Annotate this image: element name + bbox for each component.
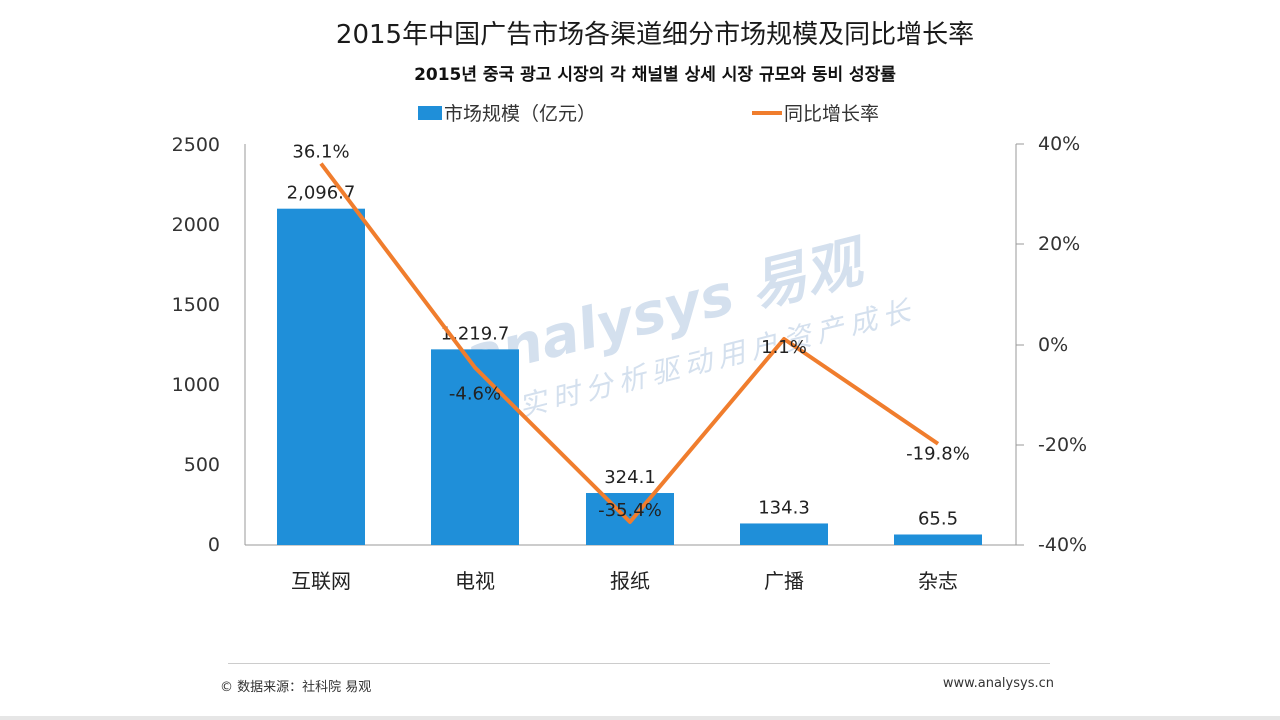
growth-line-series (319, 162, 940, 524)
bar (740, 523, 828, 545)
left-tick-label: 1000 (172, 374, 220, 396)
footer-source: © 数据来源：社科院 易观 (220, 680, 372, 695)
line-value-label: -4.6% (449, 384, 501, 405)
bar (277, 208, 365, 545)
left-axis: 0 500 1000 1500 2000 2500 (172, 134, 220, 556)
footer-divider (228, 663, 1050, 664)
legend-bar-swatch (418, 106, 442, 120)
chart-title: 2015年中国广告市场各渠道细分市场规模及同比增长率 (335, 20, 975, 50)
right-tick-label: 20% (1038, 233, 1080, 255)
left-tick-label: 1500 (172, 294, 220, 316)
legend-bar-label: 市场规模（亿元） (444, 103, 596, 125)
left-tick-label: 2500 (172, 134, 220, 156)
bar-value-label: 65.5 (918, 508, 958, 529)
bar-series (277, 208, 982, 545)
right-tick-label: 40% (1038, 133, 1080, 155)
left-tick-label: 500 (184, 454, 220, 476)
bottom-strip (0, 716, 1280, 720)
line-value-label: 36.1% (292, 142, 349, 163)
x-axis: 互联网 电视 报纸 广播 杂志 (291, 569, 958, 593)
bar-value-label: 1,219.7 (441, 323, 510, 344)
right-tick-label: 0% (1038, 334, 1068, 356)
category-label: 互联网 (291, 569, 351, 593)
right-axis: -40% -20% 0% 20% 40% (1016, 133, 1087, 556)
left-tick-label: 2000 (172, 214, 220, 236)
legend-line-label: 同比增长率 (784, 103, 879, 125)
line-value-label: -35.4% (598, 500, 662, 521)
line-value-label: 1.1% (761, 337, 807, 358)
footer-site-link[interactable]: www.analysys.cn (942, 676, 1054, 691)
right-tick-label: -40% (1038, 534, 1087, 556)
legend: 市场规模（亿元） 同比增长率 (418, 103, 879, 125)
bar (894, 534, 982, 545)
right-tick-label: -20% (1038, 434, 1087, 456)
line-value-label: -19.8% (906, 444, 970, 465)
growth-line (319, 162, 940, 524)
chart-subtitle: 2015년 중국 광고 시장의 각 채널별 상세 시장 규모와 동비 성장률 (414, 65, 896, 85)
category-label: 杂志 (918, 569, 958, 593)
line-data-labels: 36.1% -4.6% -35.4% 1.1% -19.8% (292, 142, 969, 521)
category-label: 广播 (764, 569, 804, 593)
category-label: 报纸 (610, 569, 650, 593)
bar-value-label: 324.1 (604, 467, 656, 488)
bar-value-label: 134.3 (758, 497, 810, 518)
category-label: 电视 (455, 569, 495, 593)
watermark: analysys 易观 实时分析驱动用户资产成长 (458, 228, 919, 423)
left-tick-label: 0 (208, 534, 220, 556)
bar (431, 349, 519, 545)
